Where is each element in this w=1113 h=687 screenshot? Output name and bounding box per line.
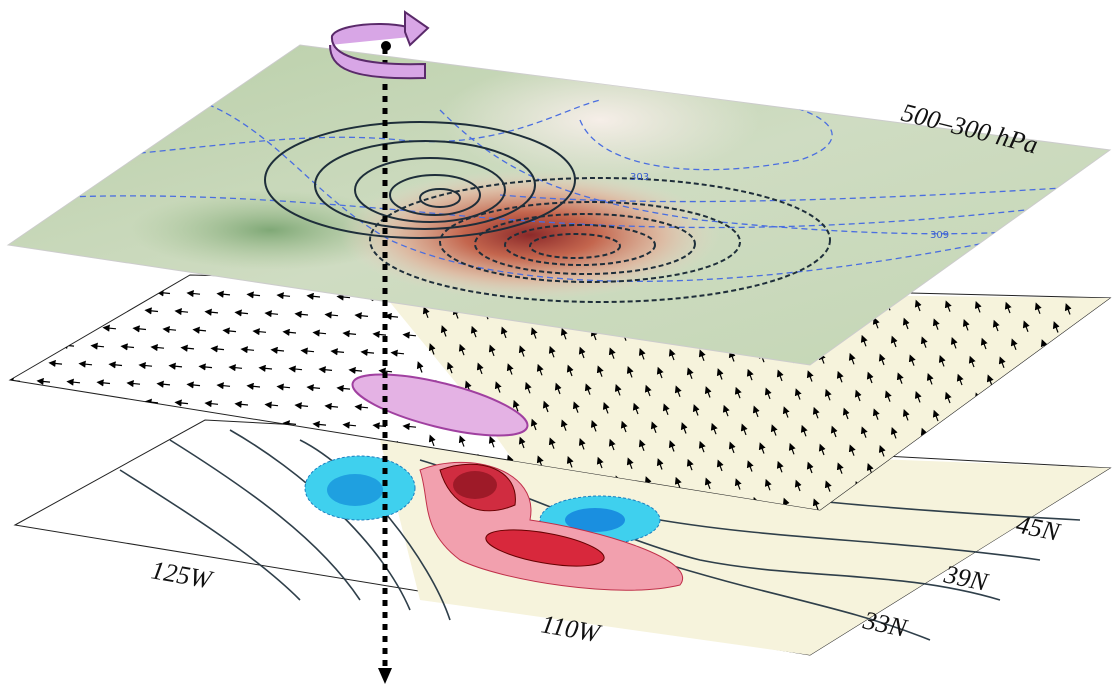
wind-vector [4,344,14,345]
wind-vector [0,362,2,363]
contour-label: 303 [630,172,649,183]
lat-label: 39N [941,559,992,597]
wind-vector [16,417,26,418]
rotation-arrow-head [405,12,428,45]
wind-vector [971,451,974,459]
wind-vector [58,308,68,309]
wind-vector [28,491,38,492]
contour-label: 309 [930,230,949,241]
wind-vector [166,421,176,422]
wind-vector [154,439,164,440]
wind-vector [118,401,128,402]
lat-label: 45N [1014,510,1064,548]
wind-vector [112,456,122,457]
wind-vector [4,435,14,436]
wind-vector [1031,361,1034,369]
wind-vector [977,396,980,404]
wind-vector [130,292,140,293]
wind-vector [1019,379,1022,387]
wind-vector [88,309,98,310]
wind-vector [52,455,62,456]
wind-vector [911,449,914,457]
lat-label: 33N [860,605,911,643]
axis-dot [381,41,391,51]
wind-vector [965,414,968,422]
wind-vector [70,290,80,291]
wind-vector [46,418,56,419]
wind-vector [76,327,86,328]
wind-vector [28,308,38,309]
wind-vector [28,399,38,400]
arrow-head [378,668,392,684]
wind-vector [106,419,116,420]
wind-vector [40,473,50,474]
wind-vector [124,438,134,439]
lon-label: 125W [149,555,216,594]
wind-vector [34,344,44,345]
wind-vector [0,490,8,491]
wind-vector [10,472,20,473]
wind-vector [16,326,26,327]
wind-vector [0,398,8,399]
wind-vector [22,454,32,455]
wind-vector [82,455,92,456]
wind-vector [983,433,986,441]
wind-vector [40,290,50,291]
wind-vector [46,326,56,327]
wind-vector [953,432,956,440]
wind-vector [0,453,2,454]
wind-vector [995,415,998,423]
wind-vector [58,491,68,492]
wind-vector [1007,397,1010,405]
wind-vector [100,291,110,292]
wind-vector [22,362,32,363]
wind-vector [941,450,944,458]
wind-vector [136,420,146,421]
wind-vector [64,437,74,438]
wind-vector [118,310,128,311]
wind-vector [76,419,86,420]
wind-vector [94,437,104,438]
wind-vector [88,401,98,402]
wind-vector [10,289,20,290]
wind-vector [70,473,80,474]
wind-vector [34,436,44,437]
wind-vector [58,400,68,401]
figure: 125W 110W 45N 39N 33N [0,0,1113,687]
wind-vector [0,307,8,308]
